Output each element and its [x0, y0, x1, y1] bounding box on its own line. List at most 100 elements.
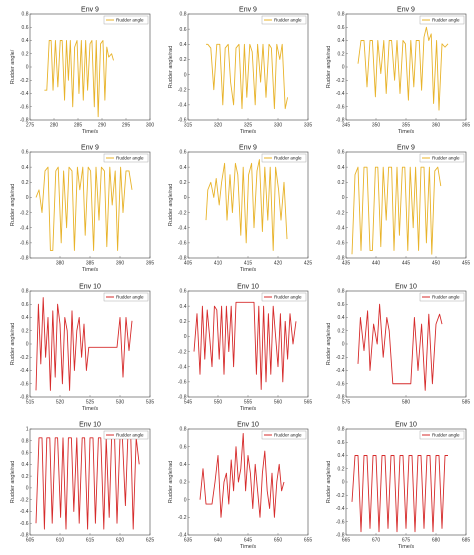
y-axis-label: Rudder angle/rad	[168, 184, 174, 227]
x-tick-label: 445	[402, 261, 411, 267]
y-tick-label: 0	[342, 342, 345, 348]
series-line-rudder-angle	[357, 26, 449, 111]
series-line-rudder-angle	[44, 40, 114, 118]
chart-panel-9: Env 10 -0.8 -0.6 -0.4 -0.2 0 0.2 0.4 0.6 0.8 575 58…	[326, 281, 472, 415]
chart-panel-12: Env 10 -0.8 -0.6 -0.4 -0.2 0 0.2 0.4 0.6 0.8 665 67…	[326, 419, 472, 553]
y-tick-label: 0.2	[338, 51, 345, 57]
y-tick-label: 0.8	[180, 12, 187, 18]
y-tick-label: 0.8	[22, 289, 29, 295]
y-tick-label: -0.4	[178, 533, 187, 539]
chart-svg: Env 9 -0.8 -0.6 -0.4 -0.2 0 0.2 0.4 0.6 380 385 390…	[10, 145, 155, 274]
y-tick-label: 0	[184, 72, 187, 78]
x-tick-label: 580	[402, 400, 411, 406]
chart-title: Env 10	[395, 422, 417, 429]
chart-title: Env 9	[239, 145, 257, 152]
series-line-rudder-angle	[206, 43, 289, 110]
y-tick-label: 0.6	[338, 150, 345, 156]
y-tick-label: 0	[184, 334, 187, 340]
chart-panel-6: Env 9 -0.8 -0.6 -0.4 -0.2 0 0.2 0.4 0.6 435 440 445…	[326, 142, 472, 276]
x-tick-label: 535	[146, 400, 155, 406]
plot-frame	[345, 13, 467, 121]
x-tick-label: 405	[184, 261, 193, 267]
x-tick-label: 565	[304, 400, 313, 406]
y-tick-label: -0.6	[178, 118, 187, 124]
y-tick-label: 0.6	[22, 450, 29, 456]
y-tick-label: 0.2	[22, 51, 29, 57]
y-tick-label: -0.6	[20, 104, 29, 110]
y-tick-label: 0.2	[338, 466, 345, 472]
x-tick-label: 520	[56, 400, 65, 406]
y-tick-label: 0.2	[22, 328, 29, 334]
y-tick-label: -0.6	[20, 241, 29, 247]
y-tick-label: -0.2	[20, 210, 29, 216]
y-tick-label: 0.2	[22, 474, 29, 480]
y-tick-label: 0.4	[22, 315, 29, 321]
x-tick-label: 455	[462, 261, 471, 267]
x-tick-label: 335	[304, 123, 313, 129]
legend-label: Rudder angle	[274, 156, 302, 161]
x-axis-label: Time/s	[82, 267, 99, 273]
y-tick-label: 0.8	[22, 438, 29, 444]
x-tick-label: 420	[274, 261, 283, 267]
chart-panel-1: Env 9 -0.8 -0.6 -0.4 -0.2 0 0.2 0.4 0.6 0.8 275 280…	[10, 4, 156, 138]
chart-title: Env 10	[79, 422, 101, 429]
x-tick-label: 525	[86, 400, 95, 406]
legend-label: Rudder angle	[116, 295, 144, 300]
y-tick-label: -0.4	[336, 368, 345, 374]
legend-box	[103, 153, 149, 163]
x-tick-label: 545	[184, 400, 193, 406]
y-tick-label: 0.4	[22, 462, 29, 468]
chart-svg: Env 10 -0.8 -0.6 -0.4 -0.2 0 0.2 0.4 0.6 0.8 575 58…	[326, 284, 470, 406]
y-tick-label: 0.4	[180, 165, 187, 171]
chart-panel-8: Env 10 -0.8 -0.6 -0.4 -0.2 0 0.2 0.4 0.6 545 550 55…	[168, 281, 314, 415]
legend: Rudder angle	[419, 15, 465, 25]
chart-svg: Env 9 -0.8 -0.6 -0.4 -0.2 0 0.2 0.4 0.6 0.8 275 280…	[10, 7, 155, 136]
series-line-rudder-angle	[205, 159, 288, 251]
x-tick-label: 285	[74, 123, 83, 129]
legend-box	[261, 430, 307, 440]
x-tick-label: 655	[304, 538, 313, 544]
x-tick-label: 380	[56, 261, 65, 267]
y-tick-label: 0.4	[338, 315, 345, 321]
y-tick-label: -0.2	[20, 497, 29, 503]
chart-svg: Env 9 -0.8 -0.6 -0.4 -0.2 0 0.2 0.4 0.6 405 410 415…	[168, 145, 312, 274]
y-tick-label: 0.4	[22, 38, 29, 44]
y-tick-label: 0.4	[180, 462, 187, 468]
x-tick-label: 685	[462, 538, 471, 544]
legend-box	[103, 15, 149, 25]
series-line-rudder-angle	[357, 303, 443, 391]
chart-title: Env 9	[397, 145, 415, 152]
y-tick-label: -0.2	[178, 349, 187, 355]
series-line-rudder-angle	[199, 432, 285, 518]
y-tick-label: 0.4	[22, 165, 29, 171]
y-tick-label: -0.4	[336, 91, 345, 97]
y-tick-label: 0.6	[22, 25, 29, 31]
y-tick-label: -0.6	[336, 519, 345, 525]
chart-panel-3: Env 9 -0.8 -0.6 -0.4 -0.2 0 0.2 0.4 0.6 0.8 345 350…	[326, 4, 472, 138]
y-tick-label: -0.2	[20, 78, 29, 84]
y-tick-label: -0.2	[20, 355, 29, 361]
legend: Rudder angle	[103, 153, 149, 163]
y-tick-label: 0.6	[338, 25, 345, 31]
x-axis-label: Time/s	[82, 406, 99, 412]
y-tick-label: -0.4	[178, 364, 187, 370]
chart-title: Env 9	[239, 7, 257, 14]
plot-frame	[187, 151, 309, 259]
y-tick-label: 0.6	[180, 444, 187, 450]
y-tick-label: -0.4	[178, 103, 187, 109]
y-tick-label: -0.4	[336, 225, 345, 231]
chart-title: Env 10	[237, 284, 259, 291]
chart-title: Env 10	[395, 284, 417, 291]
series-line-rudder-angle	[351, 455, 448, 533]
x-tick-label: 645	[244, 538, 253, 544]
y-tick-label: -0.8	[336, 395, 345, 401]
y-tick-label: -0.2	[336, 355, 345, 361]
y-tick-label: -0.2	[336, 78, 345, 84]
chart-panel-11: Env 10 -0.4 -0.2 0 0.2 0.4 0.6 0.8 635 640 645 650 6…	[168, 419, 314, 553]
x-tick-label: 550	[214, 400, 223, 406]
x-tick-label: 395	[146, 261, 155, 267]
y-tick-label: -0.4	[336, 506, 345, 512]
y-tick-label: 0.2	[22, 180, 29, 186]
x-tick-label: 300	[146, 123, 155, 129]
y-tick-label: -0.4	[178, 225, 187, 231]
